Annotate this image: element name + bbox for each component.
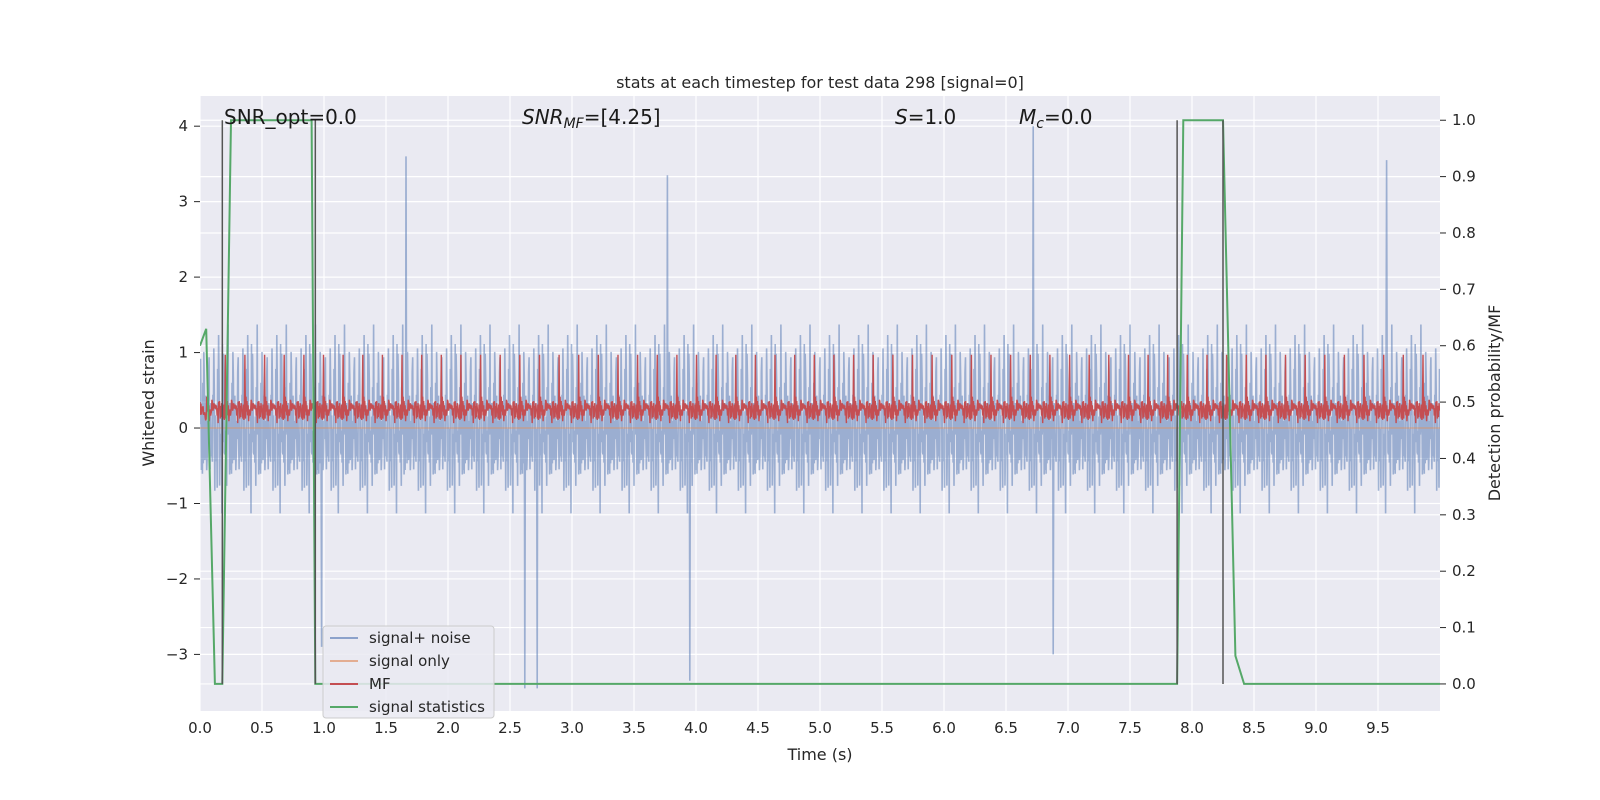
x-tick-label: 9.0	[1304, 719, 1328, 737]
x-tick-label: 5.0	[808, 719, 832, 737]
legend-label-mf: MF	[369, 675, 391, 693]
x-axis-label: Time (s)	[786, 745, 852, 764]
annotation-s-val: =1.0	[908, 105, 957, 129]
y2-tick-label: 0.7	[1452, 280, 1476, 298]
x-tick-label: 8.5	[1242, 719, 1266, 737]
y-tick-label: 2	[178, 268, 188, 286]
y2-tick-label: 0.5	[1452, 393, 1476, 411]
x-tick-label: 6.5	[994, 719, 1018, 737]
x-tick-label: 4.0	[684, 719, 708, 737]
y-tick-label: 1	[178, 344, 188, 362]
x-tick-label: 2.5	[498, 719, 522, 737]
annotation-snr-mf-val: =[4.25]	[584, 105, 661, 129]
x-tick-label: 4.5	[746, 719, 770, 737]
y2-axis-label: Detection probability/MF	[1485, 305, 1504, 502]
x-tick-label: 3.5	[622, 719, 646, 737]
annotation-mc: Mc=0.0	[1019, 105, 1093, 132]
y-tick-label: −1	[166, 494, 188, 512]
annotation-s-var: S	[895, 105, 908, 129]
annotation-snr-opt: SNR_opt=0.0	[224, 105, 357, 129]
y2-tick-label: 0.0	[1452, 675, 1476, 693]
x-tick-label: 5.5	[870, 719, 894, 737]
legend-box	[322, 625, 495, 719]
annotation-snr-mf-sub: MF	[564, 116, 585, 132]
annotation-snr-mf: SNRMF=[4.25]	[522, 105, 661, 132]
annotation-mc-val: =0.0	[1044, 105, 1093, 129]
y2-tick-label: 0.8	[1452, 224, 1476, 242]
x-tick-label: 0.0	[188, 719, 212, 737]
y2-tick-label: 0.4	[1452, 449, 1476, 467]
legend-label-signal-noise: signal+ noise	[369, 629, 471, 647]
y2-axis-ticks: 0.0 0.1 0.2 0.3 0.4 0.5 0.6 0.7 0.8 0.9 1.0	[1440, 111, 1476, 693]
x-tick-label: 2.0	[436, 719, 460, 737]
x-tick-label: 3.0	[560, 719, 584, 737]
y-tick-label: −3	[166, 645, 188, 663]
x-tick-label: 7.0	[1056, 719, 1080, 737]
annotation-snr-mf-var: SNR	[522, 105, 564, 129]
legend-label-signal-only: signal only	[369, 652, 450, 670]
annotation-s: S=1.0	[895, 105, 956, 129]
legend: signal+ noise signal only MF signal stat…	[322, 625, 495, 719]
x-tick-label: 9.5	[1366, 719, 1390, 737]
chart-title: stats at each timestep for test data 298…	[616, 73, 1024, 92]
x-tick-label: 1.5	[374, 719, 398, 737]
y2-tick-label: 0.1	[1452, 619, 1476, 637]
y-tick-label: 3	[178, 193, 188, 211]
y2-tick-label: 0.9	[1452, 168, 1476, 186]
x-tick-label: 8.0	[1180, 719, 1204, 737]
legend-label-signal-statistics: signal statistics	[369, 698, 485, 716]
annotation-mc-sub: c	[1036, 116, 1044, 132]
y2-tick-label: 0.6	[1452, 337, 1476, 355]
series-mf	[200, 354, 1440, 424]
x-axis-ticks: 0.0 0.5 1.0 1.5 2.0 2.5 3.0 3.5 4.0 4.5 5.0 5.5 6.0 6…	[188, 719, 1390, 737]
vertical-markers	[221, 120, 1224, 684]
x-tick-label: 0.5	[250, 719, 274, 737]
y2-tick-label: 0.2	[1452, 562, 1476, 580]
x-tick-label: 1.0	[312, 719, 336, 737]
y-axis-ticks: −3 −2 −1 0 1 2 3 4	[166, 117, 200, 663]
x-tick-label: 6.0	[932, 719, 956, 737]
x-tick-label: 7.5	[1118, 719, 1142, 737]
annotation-mc-var: M	[1019, 105, 1036, 129]
y-axis-label: Whitened strain	[139, 339, 158, 466]
y2-tick-label: 1.0	[1452, 111, 1476, 129]
y-tick-label: 4	[178, 117, 188, 135]
y2-tick-label: 0.3	[1452, 506, 1476, 524]
y-tick-label: −2	[166, 570, 188, 588]
y-tick-label: 0	[178, 419, 188, 437]
